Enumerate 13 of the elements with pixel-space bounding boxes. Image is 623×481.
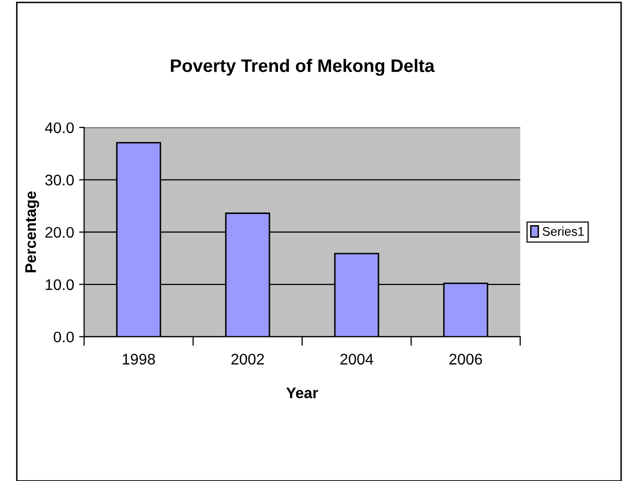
y-tick-label: 10.0 — [46, 279, 74, 290]
legend-label: Series1 — [542, 226, 584, 236]
y-tick-label: 0.0 — [54, 332, 74, 342]
x-tick-label: 1998 — [122, 354, 155, 365]
y-tick-label: 20.0 — [45, 226, 74, 238]
x-axis-title: Year — [286, 388, 318, 398]
y-tick-label: 30.0 — [45, 174, 74, 186]
chart-title: Poverty Trend of Mekong Delta — [170, 58, 435, 76]
y-axis-title: Percentage — [25, 191, 40, 272]
x-tick-label: 2006 — [449, 354, 482, 365]
x-tick-label: 2004 — [340, 354, 374, 365]
x-tick-label: 2002 — [231, 354, 264, 365]
y-tick-label: 40.0 — [45, 122, 74, 134]
